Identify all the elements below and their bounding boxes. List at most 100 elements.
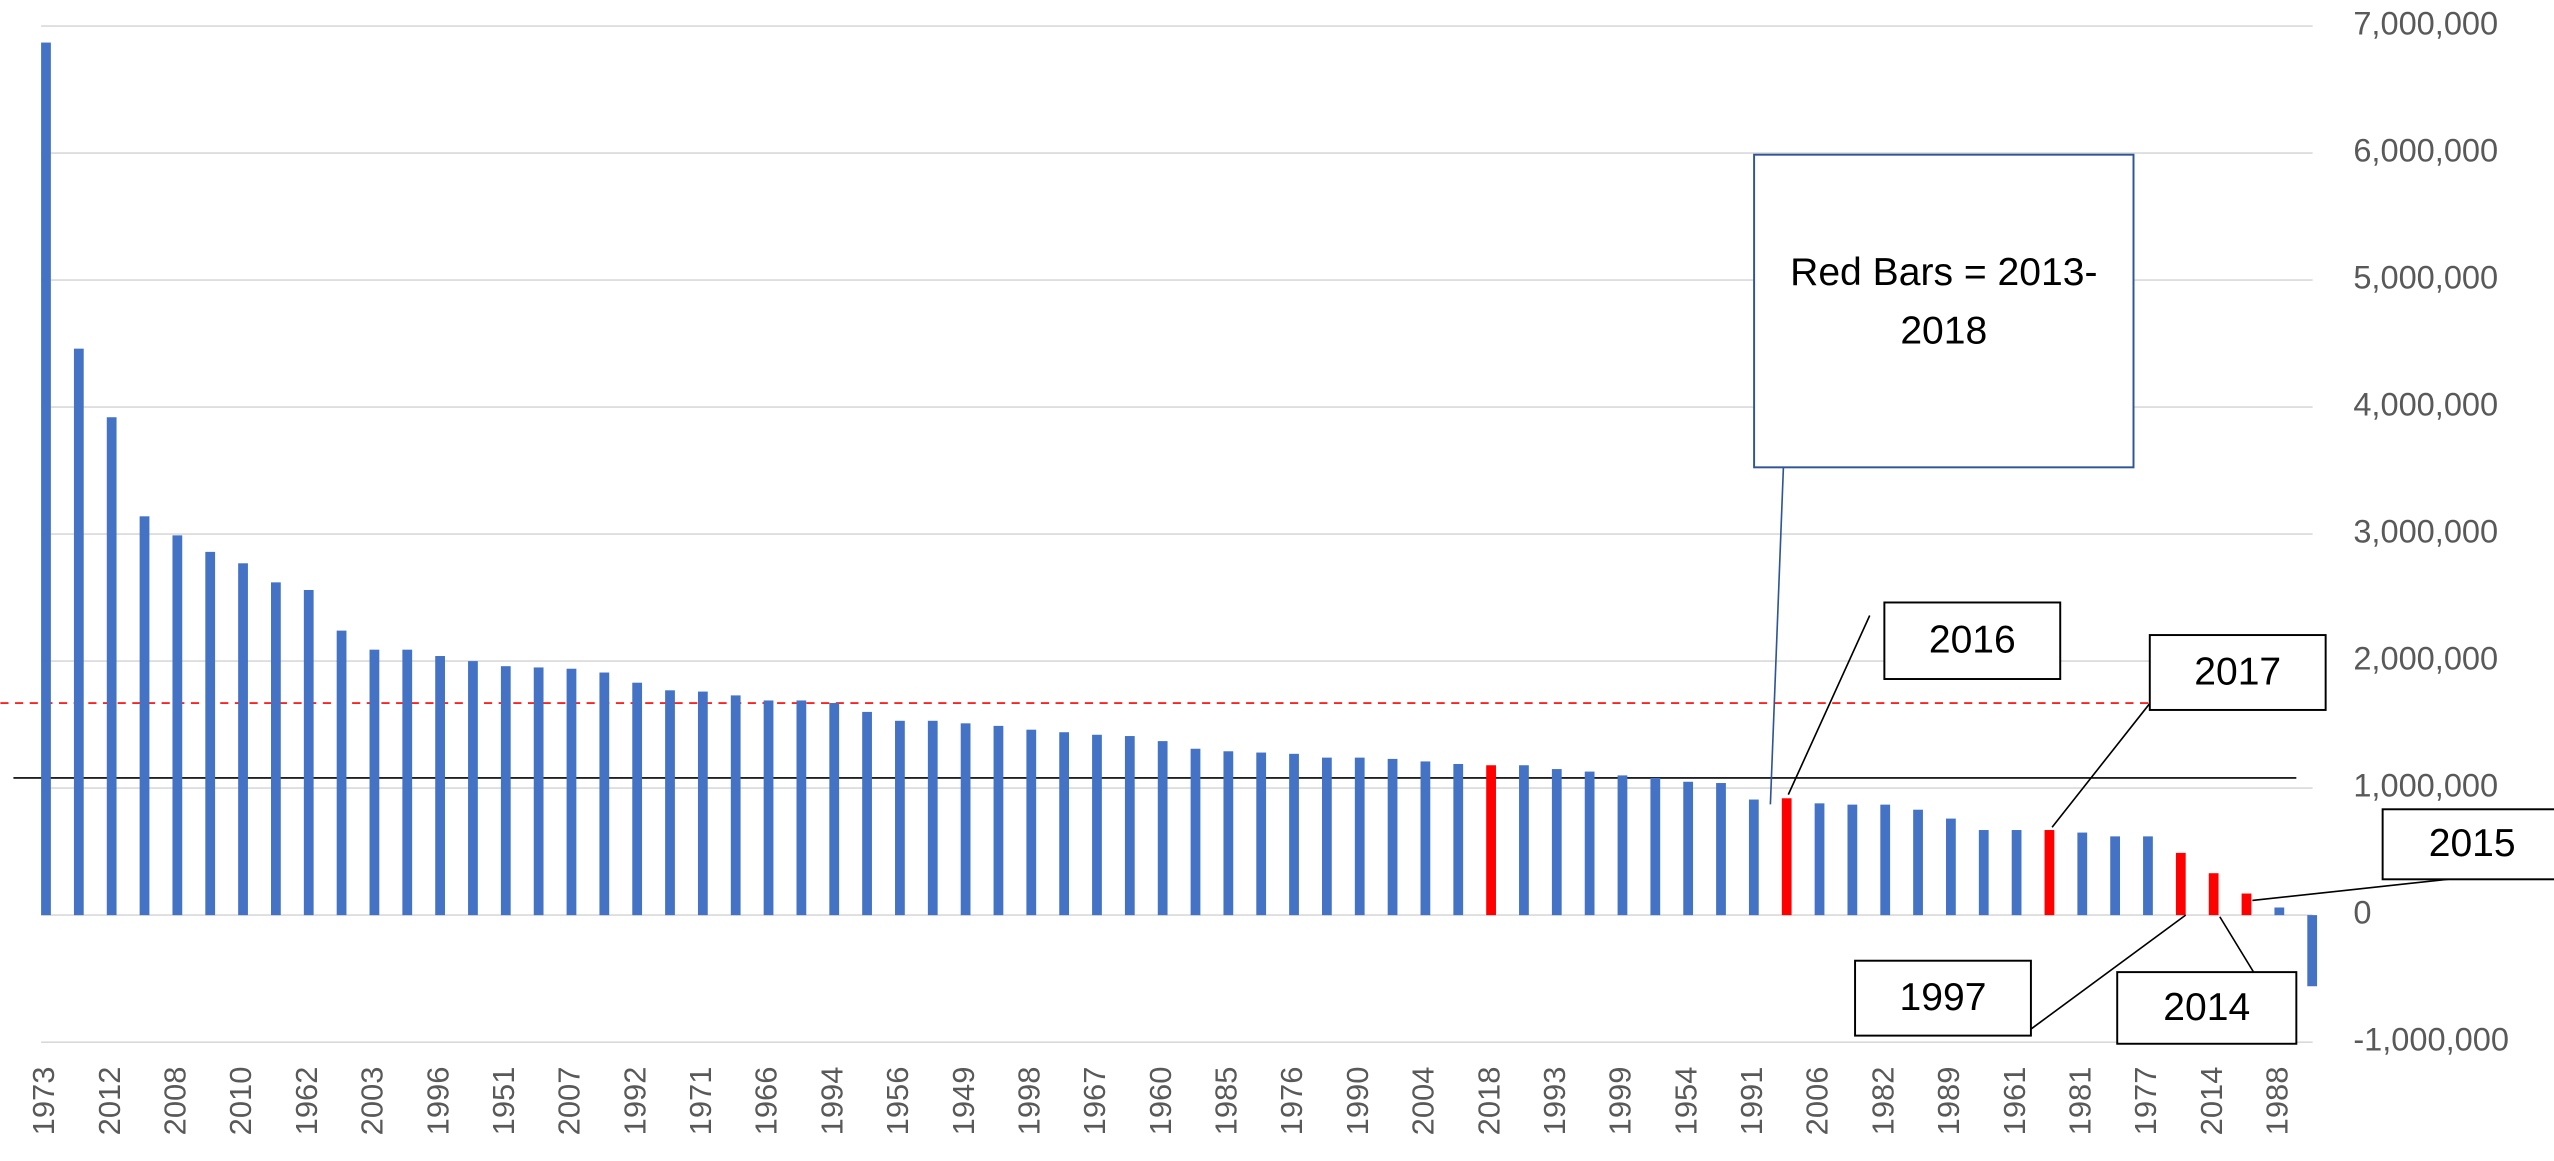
x-tick-label: 2010 (223, 1067, 258, 1136)
bar (1190, 748, 1201, 916)
bar (1486, 765, 1496, 916)
bar (1092, 734, 1102, 916)
y-tick-label: 1,000,000 (2353, 768, 2498, 804)
bar (1617, 775, 1628, 916)
x-tick-label: 1982 (1865, 1067, 1900, 1136)
bar (895, 720, 905, 916)
x-tick-label: 1994 (814, 1067, 849, 1136)
bar (2175, 852, 2186, 916)
x-tick-label: 1962 (289, 1067, 324, 1136)
x-tick-label: 2007 (552, 1067, 587, 1136)
x-tick-label: 1989 (1931, 1067, 1966, 1136)
annotation-text: 2017 (2194, 650, 2281, 693)
bar (2274, 907, 2285, 916)
x-tick-label: 1990 (1340, 1067, 1375, 1136)
bar (1978, 830, 1989, 916)
bar (1059, 732, 1070, 916)
bar (1748, 799, 1759, 916)
bar (172, 535, 183, 916)
y-tick-label: -1,000,000 (2353, 1022, 2509, 1058)
y-tick-label: 5,000,000 (2353, 260, 2498, 296)
bar (993, 725, 1004, 916)
bar (402, 649, 413, 916)
annotation-box (2116, 971, 2298, 1045)
bar (829, 703, 840, 916)
bar (435, 656, 445, 916)
x-tick-label: 1967 (1077, 1067, 1112, 1136)
bar (1913, 809, 1923, 916)
x-tick-label: 1960 (1143, 1067, 1178, 1136)
annotation-box (1753, 153, 2135, 469)
x-tick-label: 1977 (2128, 1067, 2163, 1136)
bar (2044, 830, 2055, 916)
x-tick-label: 1992 (617, 1067, 652, 1136)
bar (73, 348, 84, 916)
x-tick-label: 1996 (420, 1067, 455, 1136)
bar (238, 563, 248, 916)
annotation-text: 2014 (2163, 986, 2250, 1029)
bar (1584, 771, 1595, 916)
x-tick-label: 1993 (1537, 1067, 1572, 1136)
bar (468, 661, 478, 916)
bar (2143, 836, 2153, 916)
bar (271, 582, 281, 916)
bar (2077, 832, 2088, 916)
bar (106, 417, 117, 916)
x-tick-label: 2004 (1406, 1067, 1441, 1136)
leader-line (2051, 702, 2151, 828)
bar (1946, 818, 1956, 916)
x-tick-label: 2006 (1800, 1067, 1835, 1136)
x-tick-label: 1954 (1668, 1067, 1703, 1136)
bar (1453, 763, 1464, 916)
annotation-box (1883, 601, 2062, 680)
y-tick-label: 6,000,000 (2353, 133, 2498, 169)
y-tick-label: 7,000,000 (2353, 6, 2498, 42)
annotation-text: 2015 (2429, 822, 2516, 865)
bar (927, 720, 938, 916)
bar (303, 589, 314, 916)
x-tick-label: 1971 (683, 1067, 718, 1136)
bar (1519, 765, 1529, 916)
x-tick-label: 2003 (355, 1067, 390, 1136)
bar (599, 672, 610, 916)
bar (1420, 761, 1431, 916)
bar (2241, 893, 2252, 916)
bar (763, 700, 774, 916)
bar (1847, 804, 1858, 916)
bar (697, 691, 708, 916)
bar (796, 700, 807, 916)
x-tick-label: 1988 (2260, 1067, 2295, 1136)
y-tick-label: 2,000,000 (2353, 641, 2498, 677)
y-tick-label: 0 (2353, 895, 2371, 931)
bar (1814, 803, 1825, 916)
bar (139, 516, 150, 916)
x-tick-label: 2008 (158, 1067, 193, 1136)
bar (41, 42, 51, 916)
x-tick-label: 1951 (486, 1067, 521, 1136)
bar (205, 551, 216, 916)
annotation-box (2148, 634, 2327, 711)
x-tick-label: 1949 (946, 1067, 981, 1136)
bar (1716, 783, 1726, 916)
leader-line (1769, 467, 1785, 805)
x-tick-label: 2014 (2194, 1067, 2229, 1136)
bar (2011, 830, 2022, 916)
bar (1650, 777, 1661, 916)
bar (1321, 757, 1332, 916)
annotation-text: 1997 (1900, 976, 1987, 1019)
bar (1026, 729, 1037, 916)
bar (730, 695, 741, 916)
x-tick-label: 1985 (1209, 1067, 1244, 1136)
bar (500, 666, 511, 916)
x-tick-label: 1998 (1011, 1067, 1046, 1136)
annotation: Red Bars = 2013-2018 (1790, 251, 2097, 354)
annotation-text: 2016 (1929, 619, 2016, 662)
x-tick-label: 1961 (1997, 1067, 2032, 1136)
x-tick-label: 1956 (880, 1067, 915, 1136)
leader-line (2030, 914, 2187, 1030)
bar (1289, 753, 1299, 916)
bar (1223, 751, 1234, 916)
bar (1880, 804, 1891, 916)
bar (960, 723, 971, 916)
